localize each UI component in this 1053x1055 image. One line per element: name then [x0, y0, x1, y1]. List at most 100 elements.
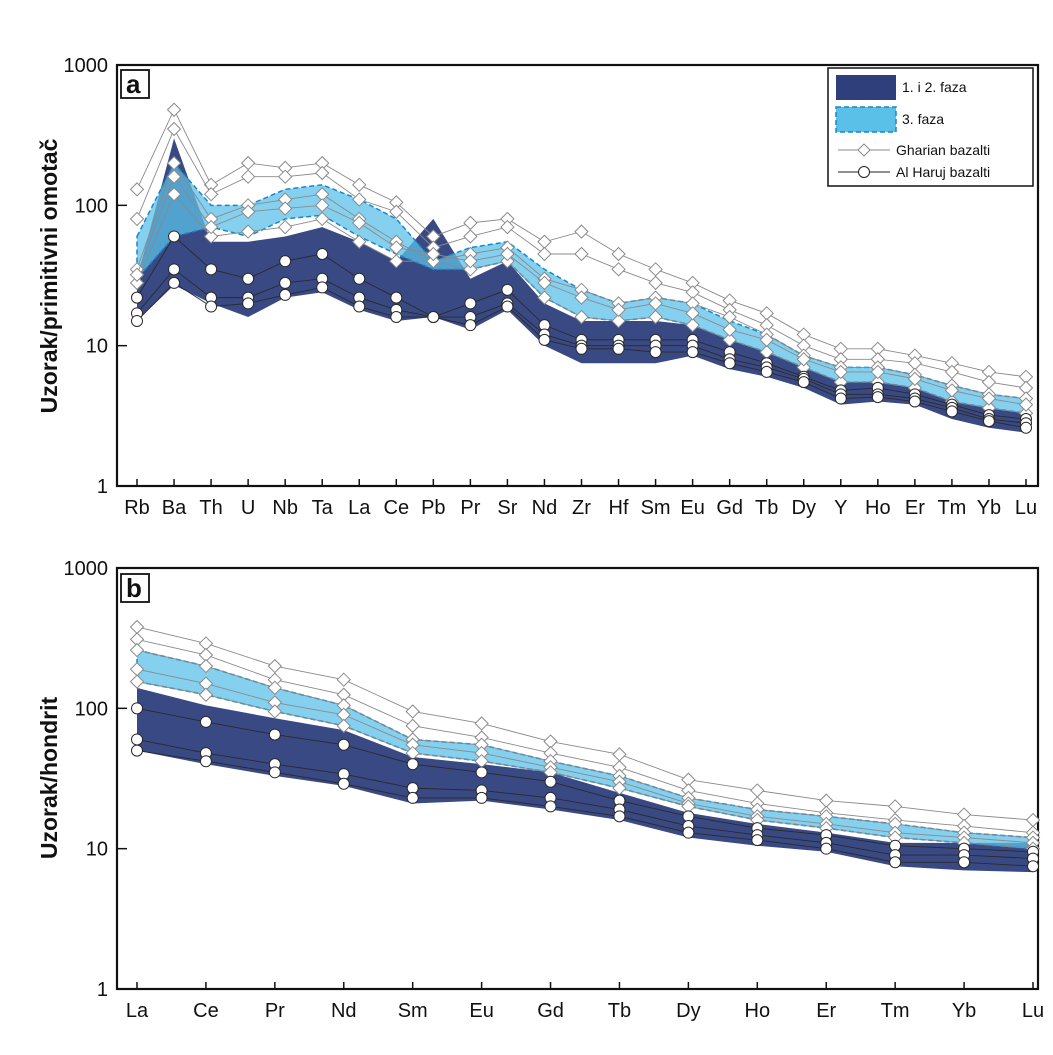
legend-circle-icon	[858, 166, 870, 178]
y-tick-label: 100	[75, 698, 108, 720]
al-haruj-data-point	[751, 834, 764, 847]
gharian-data-point	[750, 783, 765, 798]
panel-b-label-box	[120, 573, 150, 603]
x-tick-label: Pr	[265, 1000, 285, 1022]
x-tick-label: U	[241, 497, 255, 519]
gharian-data-point	[129, 619, 145, 635]
x-tick-label: Nd	[532, 497, 558, 519]
al-haruj-data-point	[544, 800, 557, 813]
y-tick-label: 1	[97, 979, 108, 1001]
al-haruj-data-point	[406, 758, 419, 771]
x-tick-label: Pr	[460, 497, 480, 519]
x-tick-label: Pb	[421, 497, 445, 519]
x-tick-label: Tm	[881, 1000, 910, 1022]
gharian-data-point	[352, 234, 367, 249]
gharian-data-point	[574, 309, 589, 325]
al-haruj-data-point	[889, 856, 902, 869]
gharian-data-point	[648, 296, 663, 311]
gharian-data-point	[198, 687, 214, 702]
gharian-data-point	[887, 799, 903, 814]
gharian-data-point	[1018, 397, 1034, 412]
gharian-data-point	[574, 224, 589, 239]
x-tick-label: Th	[199, 497, 222, 519]
al-haruj-data-point	[131, 744, 143, 757]
x-tick-label: Y	[834, 497, 847, 519]
gharian-data-point	[685, 306, 700, 321]
x-tick-label: Eu	[680, 497, 704, 519]
x-tick-label: Eu	[469, 1000, 493, 1022]
x-tick-label: Gd	[716, 497, 743, 519]
al-haruj-data-point	[353, 272, 366, 285]
x-tick-label: Tb	[608, 1000, 631, 1022]
x-tick-label: Ce	[384, 497, 410, 519]
al-haruj-data-point	[797, 376, 810, 389]
gharian-data-point	[611, 246, 626, 262]
al-haruj-data-point	[464, 319, 477, 332]
gharian-data-point	[907, 371, 923, 387]
al-haruj-series-line	[136, 707, 1034, 853]
gharian-data-point	[315, 165, 330, 181]
al-haruj-data-point	[168, 230, 181, 243]
x-tick-label: Sm	[641, 497, 671, 519]
panel-a-y-ticks: 1 10 100 1000	[64, 55, 127, 498]
gharian-data-point	[129, 211, 145, 227]
x-tick-label: La	[348, 497, 371, 519]
al-haruj-data-point	[131, 314, 143, 327]
legend-label-gharian: Gharian bazalti	[896, 142, 990, 158]
x-tick-label: Ho	[745, 1000, 771, 1022]
al-haruj-data-point	[475, 791, 488, 804]
al-haruj-data-point	[205, 263, 218, 276]
panel-b-series	[129, 619, 1041, 873]
gharian-data-point	[685, 317, 700, 333]
al-haruj-data-point	[279, 276, 292, 289]
x-tick-label: Sr	[497, 497, 517, 519]
gharian-data-point	[574, 290, 589, 305]
gharian-series-line	[136, 649, 1034, 839]
al-haruj-data-point	[1020, 421, 1032, 434]
gharian-data-point	[129, 267, 145, 282]
al-haruj-data-point	[649, 346, 662, 359]
gharian-data-point	[166, 102, 182, 117]
x-tick-label: Rb	[124, 497, 150, 519]
legend-label-al-haruj: Al Haruj bazalti	[896, 164, 990, 180]
gharian-data-point	[405, 704, 420, 719]
gharian-data-point	[129, 275, 145, 291]
x-tick-label: Gd	[537, 1000, 564, 1022]
legend: 1. i 2. faza 3. faza Gharian bazalti Al …	[827, 67, 1034, 187]
gharian-data-point	[537, 275, 552, 291]
x-tick-label: Ho	[865, 497, 891, 519]
gharian-data-point	[537, 246, 552, 262]
x-tick-label: Tb	[755, 497, 778, 519]
al-haruj-data-point	[406, 791, 419, 804]
x-tick-label: Sm	[398, 1000, 428, 1022]
gharian-data-point	[240, 224, 256, 239]
al-haruj-data-point	[242, 272, 255, 285]
al-haruj-data-point	[131, 702, 143, 715]
al-haruj-data-point	[475, 766, 488, 779]
gharian-data-point	[648, 309, 663, 325]
gharian-data-point	[352, 177, 367, 193]
al-haruj-data-point	[168, 276, 181, 289]
band-phase-1-2	[137, 687, 1033, 873]
gharian-data-point	[944, 364, 960, 380]
al-haruj-data-point	[268, 728, 281, 741]
al-haruj-data-point	[544, 775, 557, 788]
al-haruj-data-point	[268, 766, 281, 779]
panel-b-frame	[115, 566, 1040, 991]
gharian-data-point	[267, 680, 283, 696]
x-tick-label: Nb	[272, 497, 298, 519]
y-tick-label: 1000	[64, 55, 109, 77]
gharian-data-point	[611, 262, 626, 277]
gharian-data-point	[240, 169, 256, 184]
gharian-data-point	[612, 747, 627, 762]
gharian-data-point	[389, 253, 404, 269]
panel-a-label: a	[126, 69, 141, 99]
panel-b-x-ticks: La Ce Pr Nd Sm Eu Gd Tb Dy Ho Er Tm Yb Lu	[126, 982, 1044, 1022]
gharian-data-point	[537, 290, 552, 305]
gharian-data-point	[315, 198, 330, 213]
al-haruj-data-point	[723, 357, 736, 370]
al-haruj-data-point	[353, 300, 366, 313]
gharian-data-point	[336, 718, 351, 734]
x-tick-label: Zr	[572, 497, 591, 519]
gharian-data-point	[474, 716, 489, 731]
